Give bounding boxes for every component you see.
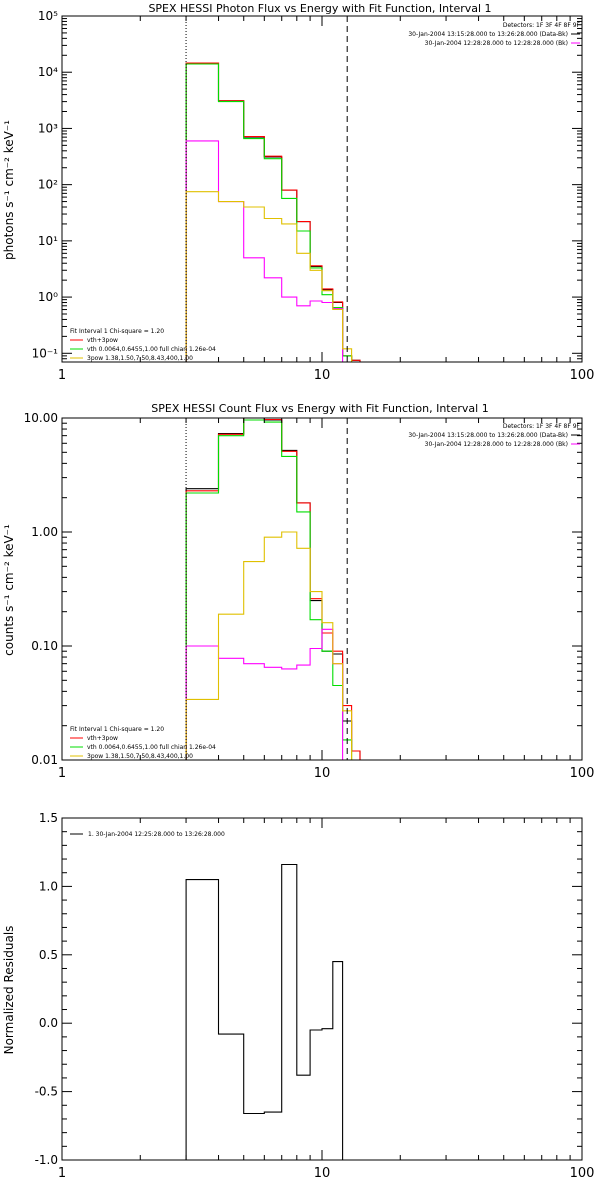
residuals-legend: 1. 30-Jan-2004 12:25:28.000 to 13:26:28.… [88,831,225,838]
count-flux-panel: SPEX HESSI Count Flux vs Energy with Fit… [2,402,594,781]
count-flux-title: SPEX HESSI Count Flux vs Energy with Fit… [151,402,488,415]
bk-interval-label: 30-Jan-2004 12:28:28.000 to 12:28:28.000… [425,441,568,448]
data-bk-interval-label: 30-Jan-2004 13:15:28.000 to 13:26:28.000… [408,31,568,38]
residuals-panel: Normalized Residuals 1 10 100 -1.0 -0.5 0.0 0.… [2,811,594,1181]
y-tick-label: 10² [38,178,58,192]
x-tick-label: 100 [570,1166,595,1181]
y-tick-label: 1.00 [31,525,58,539]
photon-flux-plot-area: 1 10 100 10⁻¹ 10⁰ 10¹ 10² 10³ 10⁴ 10⁵ [32,9,595,383]
x-tick-label: 100 [570,766,595,781]
y-tick-label: 10⁻¹ [32,346,59,360]
count-flux-y-axis-label: counts s⁻¹ cm⁻² keV⁻¹ [2,524,16,656]
x-tick-label: 1 [58,766,66,781]
vth-3pow-legend-label: vth+3pow [87,337,118,344]
y-tick-label: 10.00 [24,411,58,425]
series-line-0 [185,863,344,1160]
count-flux-plot-area: 1 10 100 0.01 0.10 1.00 10.00 [24,411,595,781]
y-tick-label: 10⁰ [38,290,58,304]
y-tick-label: 10⁴ [38,65,58,79]
series-line-2 [185,63,353,362]
photon-flux-legend: Fit Interval 1 Chi-square = 1.20 vth+3po… [70,328,216,362]
vth-legend-label: vth 0.0064,0.6455,1.00 full chian 1.26e-… [87,346,216,353]
3pow-legend-label: 3pow 1.38,1.50,7.50,8.43,400,1.00 [87,753,193,760]
y-tick-label: 10³ [38,121,58,135]
x-tick-label: 10 [314,1166,331,1181]
detectors-label: Detectors: 1F 3F 4F 8F 9F [503,22,581,29]
x-tick-label: 1 [58,368,66,383]
photon-flux-panel: SPEX HESSI Photon Flux vs Energy with Fi… [2,2,594,383]
y-tick-label: 0.5 [39,948,58,962]
y-tick-label: 0.0 [39,1016,58,1030]
vth-legend-label: vth 0.0064,0.6455,1.00 full chian 1.26e-… [87,744,216,751]
y-tick-label: 10⁵ [38,9,58,23]
residuals-y-axis-label: Normalized Residuals [2,926,16,1055]
y-tick-label: 0.01 [31,753,58,767]
photon-flux-y-axis-label: photons s⁻¹ cm⁻² keV⁻¹ [2,120,16,260]
x-tick-label: 10 [314,766,331,781]
residuals-interval-label: 1. 30-Jan-2004 12:25:28.000 to 13:26:28.… [88,831,225,838]
photon-flux-title: SPEX HESSI Photon Flux vs Energy with Fi… [148,2,491,15]
count-flux-info-block: Detectors: 1F 3F 4F 8F 9F 30-Jan-2004 13… [408,423,580,448]
series-line-4 [185,531,353,760]
y-tick-label: -0.5 [35,1085,58,1099]
y-tick-label: -1.0 [35,1153,58,1167]
photon-flux-info-block: Detectors: 1F 3F 4F 8F 9F 30-Jan-2004 13… [408,22,580,47]
y-tick-label: 1.5 [39,811,58,825]
series-line-1 [185,417,361,760]
vth-3pow-legend-label: vth+3pow [87,735,118,742]
fit-interval-label: Fit Interval 1 Chi-square = 1.20 [70,726,164,733]
detectors-label: Detectors: 1F 3F 4F 8F 9F [503,423,581,430]
fit-interval-label: Fit Interval 1 Chi-square = 1.20 [70,328,164,335]
data-bk-interval-label: 30-Jan-2004 13:15:28.000 to 13:26:28.000… [408,432,568,439]
3pow-legend-label: 3pow 1.38,1.50,7.50,8.43,400,1.00 [87,355,193,362]
y-tick-label: 10¹ [38,234,58,248]
series-line-2 [185,419,353,760]
residuals-plot-area: 1 10 100 -1.0 -0.5 0.0 0.5 1.0 1.5 [35,811,595,1181]
series-line-3 [185,628,344,760]
x-tick-label: 1 [58,1166,66,1181]
bk-interval-label: 30-Jan-2004 12:28:28.000 to 12:28:28.000… [425,40,568,47]
y-tick-label: 1.0 [39,879,58,893]
y-tick-label: 0.10 [31,639,58,653]
x-tick-label: 100 [570,368,595,383]
count-flux-legend: Fit Interval 1 Chi-square = 1.20 vth+3po… [70,726,216,760]
x-tick-label: 10 [314,368,331,383]
series-line-4 [185,191,353,362]
